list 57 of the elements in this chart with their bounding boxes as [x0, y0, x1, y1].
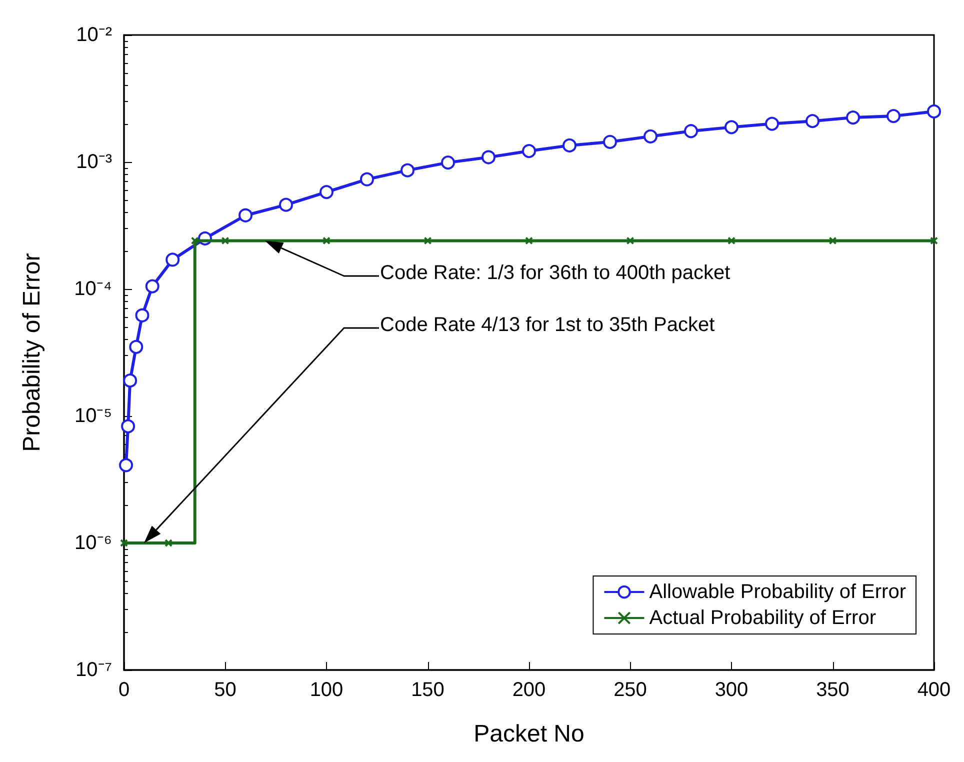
point [603, 134, 617, 149]
x-tick-label: 150 [411, 679, 444, 701]
point [424, 236, 432, 245]
y-tick-label: 10⁻⁷ [76, 659, 112, 681]
point [221, 236, 230, 245]
point [145, 279, 160, 294]
point [846, 110, 860, 125]
y-axis-title: Probability of Error [18, 253, 46, 452]
x-axis-title: Packet No [474, 720, 584, 748]
annotation: Code Rate: 1/3 for 36th to 400th packet [380, 262, 731, 284]
legend-label: Allowable Probability of Error [649, 581, 906, 603]
point [119, 458, 134, 472]
point [927, 104, 941, 118]
point [828, 236, 837, 245]
point [322, 236, 330, 245]
y-tick-label: 10⁻³ [76, 151, 112, 173]
point [123, 374, 138, 388]
point [724, 120, 738, 134]
point [806, 114, 820, 128]
x-tick-label: 350 [816, 679, 850, 701]
point [522, 144, 536, 158]
x-tick-label: 100 [310, 679, 344, 701]
point [164, 539, 173, 547]
point [120, 539, 128, 547]
point [482, 150, 496, 164]
point [129, 340, 144, 354]
x-tick-label: 200 [512, 679, 546, 701]
y-tick-label: 10⁻⁶ [74, 532, 112, 554]
annotation: Code Rate 4/13 for 1st to 35th Packet [380, 314, 716, 336]
x-tick-label: 300 [714, 679, 748, 701]
y-tick-label: 10⁻² [76, 24, 112, 46]
point [562, 138, 576, 152]
point [190, 236, 199, 245]
x-tick-label: 0 [118, 679, 130, 701]
point [238, 208, 252, 222]
point [166, 252, 180, 267]
point [684, 124, 698, 138]
point [626, 236, 634, 245]
point [644, 129, 658, 144]
x-tick-label: 400 [917, 679, 951, 701]
point [135, 308, 150, 322]
point [728, 236, 736, 245]
point [886, 109, 900, 124]
point [320, 185, 334, 200]
legend-label: Actual Probability of Error [649, 607, 876, 629]
point [360, 172, 374, 186]
point [525, 236, 533, 245]
y-tick-label: 10⁻⁴ [74, 278, 112, 300]
point [765, 116, 779, 131]
point [121, 419, 136, 434]
x-tick-label: 50 [214, 679, 236, 701]
x-tick-label: 250 [614, 679, 647, 701]
point [279, 198, 293, 212]
point [930, 236, 938, 245]
point [441, 156, 455, 170]
y-tick-label: 10⁻⁵ [74, 405, 112, 427]
point [400, 163, 414, 178]
